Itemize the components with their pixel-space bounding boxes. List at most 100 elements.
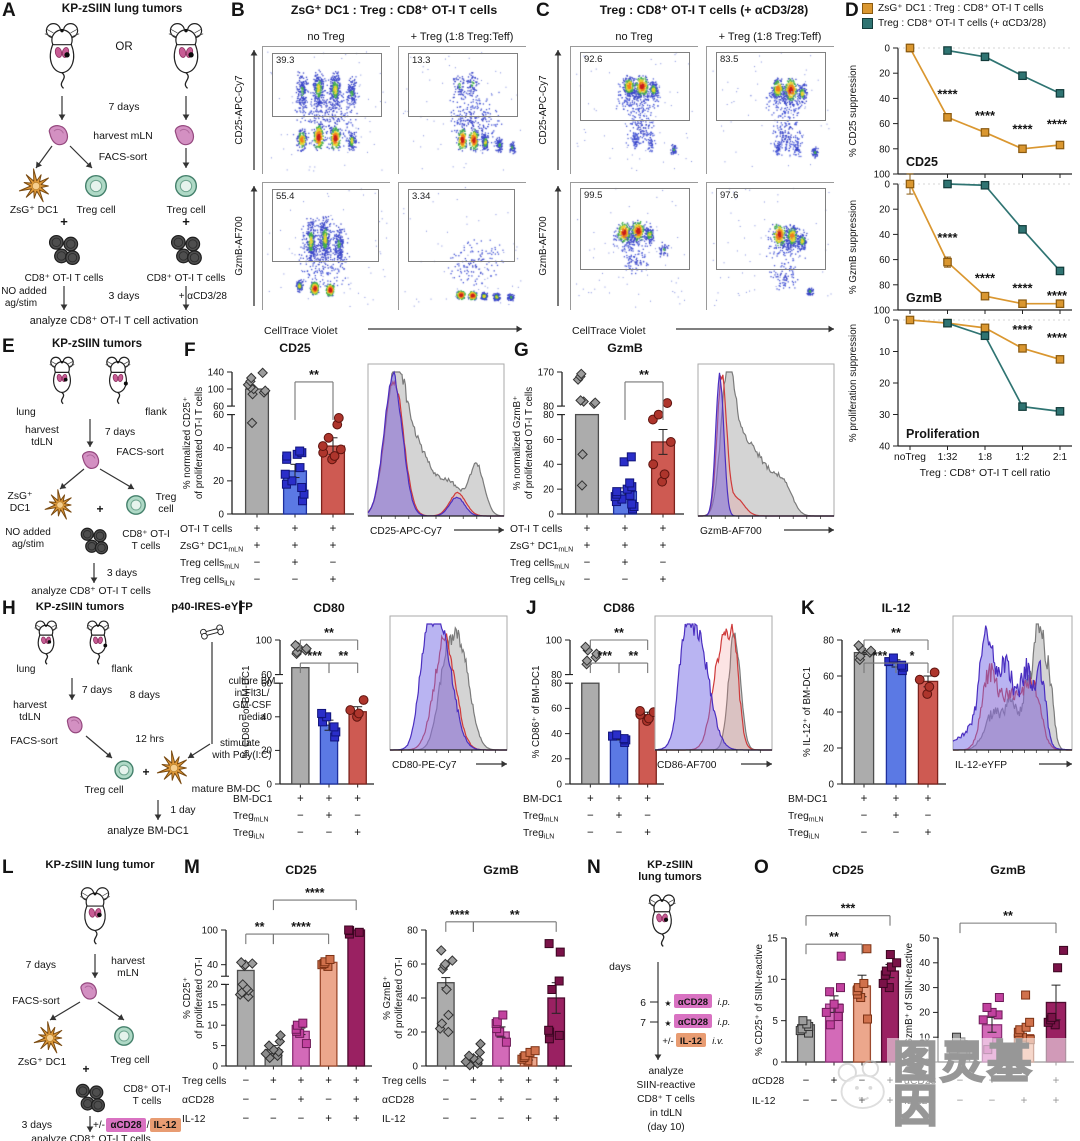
- condition-symbol: +: [893, 810, 900, 822]
- y-axis-title: % normalized GzmB⁺: [512, 396, 523, 490]
- panel-letter-l: L: [2, 857, 14, 878]
- panel-c-decor: Treg : CD8⁺ OT-I T cells (+ αCD3/28) no T…: [538, 3, 834, 337]
- data-point-square: [980, 331, 990, 341]
- y-tick-label: 0: [885, 44, 891, 55]
- series-line: [909, 183, 949, 263]
- flow-density-canvas: [399, 47, 527, 175]
- series-line: [984, 295, 1023, 305]
- t-cell-icon: [80, 527, 94, 541]
- data-point-square: [1055, 89, 1065, 98]
- condition-row-label: TregiLN: [233, 828, 264, 841]
- y-tick-label: 60: [261, 679, 272, 690]
- y-axis-title: % CD25⁺ of SIIN-reactive: [754, 944, 765, 1056]
- condition-symbol: +: [859, 1095, 866, 1107]
- arrow-head: [554, 186, 562, 192]
- mouse-nose-icon: [116, 361, 120, 364]
- condition-symbol: +: [353, 1113, 360, 1125]
- histogram-K-hist: IL-12-eYFP: [952, 615, 1073, 771]
- scatter-point-circle: [329, 451, 340, 461]
- scatter-point-circle: [662, 398, 673, 408]
- condition-symbol: −: [622, 574, 629, 586]
- scatter-point-diamond: [475, 1038, 486, 1050]
- y-tick-label: 60: [407, 959, 418, 970]
- scatter-point-square: [492, 1017, 502, 1027]
- condition-row-subscript: mLN: [224, 564, 239, 571]
- scatter-point-square: [498, 1010, 508, 1020]
- lymph-node-detail: [53, 128, 64, 134]
- lung-icon: [41, 636, 47, 645]
- condition-row-subscript: mLN: [554, 564, 569, 571]
- significance-label: **: [628, 649, 638, 663]
- treg-label: Treg cell: [110, 1055, 149, 1066]
- facs-sort-label: FACS-sort: [12, 996, 60, 1007]
- chart-title: IL-12: [882, 601, 911, 615]
- days7-label: 7 days: [105, 427, 135, 438]
- mouse-whisker: [103, 624, 109, 628]
- scatter-point-diamond: [865, 645, 877, 657]
- significance-label: **: [309, 368, 319, 382]
- condition-row-label: Treg cellsiLN: [180, 575, 235, 588]
- significance-stars: ****: [1012, 122, 1033, 137]
- analyze-label: analyze CD8⁺ OT-I T cell activation: [30, 315, 199, 327]
- t-cell-icon: [94, 541, 109, 555]
- lung-icon: [117, 373, 124, 382]
- arrow-head: [105, 751, 112, 758]
- lymph-node-icon: [174, 125, 195, 146]
- y-tick-label: 0: [213, 1061, 219, 1072]
- significance-stars: ****: [975, 108, 996, 123]
- scatter-point-square: [1021, 990, 1031, 1000]
- flow-title: Treg : CD8⁺ OT-I T cells (+ αCD3/28): [600, 3, 808, 17]
- tumor-icon: [64, 52, 70, 58]
- watermark-doodle-icon: [837, 1060, 885, 1110]
- t-cell-ring: [66, 239, 76, 249]
- dc1-cell-center: [31, 181, 41, 191]
- arrow-head: [188, 752, 195, 758]
- arrow-head: [85, 161, 92, 168]
- scatter-point-diamond: [576, 480, 588, 491]
- y-axis-title: % GzmB⁺: [382, 976, 393, 1020]
- y-tick-label: 40: [879, 442, 890, 453]
- panel-b-flow: ZsG⁺ DC1 : Treg : CD8⁺ OT-I T cells no Tr…: [228, 0, 530, 342]
- flow-plot: 83.5: [706, 46, 835, 175]
- arrow-head: [86, 441, 94, 447]
- panel-letter-i: I: [238, 598, 244, 619]
- condition-symbol: −: [831, 1095, 838, 1107]
- condition-symbol: +: [616, 810, 623, 822]
- culture-label: GM-CSF: [233, 700, 272, 711]
- highlight-box: [676, 1033, 706, 1047]
- condition-symbol: −: [803, 1095, 810, 1107]
- condition-row-subscript: mLN: [558, 547, 573, 554]
- x-tick-label: 1:8: [978, 452, 992, 463]
- significance-label: **: [338, 649, 348, 663]
- scatter-point-diamond: [591, 648, 602, 660]
- scatter-point-square: [862, 944, 872, 954]
- plus-label: +: [142, 765, 149, 779]
- scatter-point-diamond: [435, 945, 447, 956]
- y-tick-label: 15: [207, 1000, 218, 1011]
- data-point-square: [943, 257, 952, 267]
- t-cell-icon: [48, 234, 64, 250]
- lymph-node-icon: [48, 125, 69, 146]
- y-tick-label: 0: [885, 316, 891, 327]
- y-tick-label: 30: [919, 983, 930, 994]
- scatter-point-circle: [648, 459, 659, 470]
- watermark-text: 图灵基因: [887, 1038, 1080, 1132]
- bone-knob: [217, 628, 224, 636]
- scatter-point-diamond: [577, 449, 588, 460]
- condition-symbol: +: [584, 540, 591, 552]
- analyze-label: CD8⁺ T cells: [637, 1094, 695, 1105]
- gate-percentage: 99.5: [583, 190, 603, 202]
- significance-label: **: [510, 908, 520, 922]
- panel-l-title: KP-zSIIN lung tumor: [45, 859, 155, 871]
- mouse-whisker: [52, 627, 58, 631]
- condition-symbol: −: [298, 1113, 305, 1125]
- tumor-icon: [47, 640, 52, 644]
- condition-symbol: +: [616, 793, 623, 805]
- condition-symbol: −: [325, 1094, 332, 1106]
- condition-row-label: ZsG⁺ DC1mLN: [510, 541, 573, 554]
- y-tick-label: 170: [538, 367, 555, 378]
- mouse-tail-icon: [660, 933, 665, 947]
- analyze-label: analyze BM-DC1: [107, 825, 189, 837]
